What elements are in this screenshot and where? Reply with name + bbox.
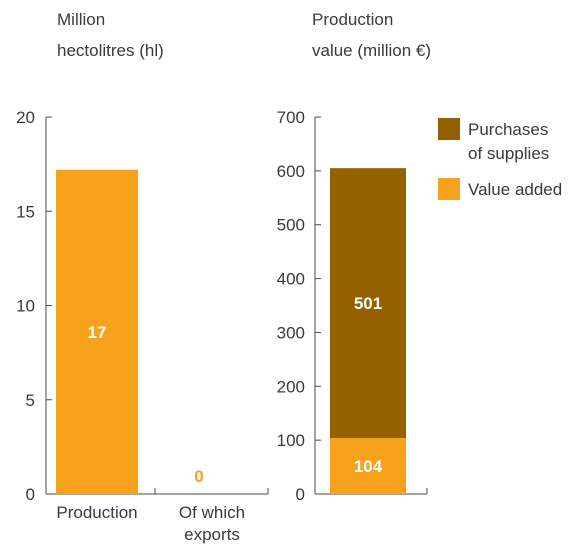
- right-axis-title-line-2: value (million €): [312, 41, 431, 60]
- left-bar-data-label-2: 0: [194, 467, 203, 486]
- left-category-label-1: Production: [56, 503, 137, 522]
- legend: Purchases of supplies Value added: [438, 118, 562, 200]
- left-bar-1: [56, 169, 138, 494]
- left-axis-title-line-2: hectolitres (hl): [57, 41, 164, 60]
- left-category-label-2: Of which: [179, 503, 245, 522]
- production-volume-chart: Million hectolitres (hl) 0 5 10 15 20 17 0 Produc…: [16, 10, 269, 544]
- right-segment-data-label-purchases-of-supplies: 501: [354, 294, 382, 313]
- right-y-tick-label: 100: [277, 431, 305, 450]
- right-stacked-segment-value-added: [330, 437, 406, 494]
- right-y-tick-label: 500: [277, 216, 305, 235]
- left-category-label-2: exports: [184, 525, 240, 544]
- right-y-tick-label: 200: [277, 377, 305, 396]
- legend-label-purchases-of-supplies: of supplies: [468, 144, 549, 163]
- left-axis-title-line-1: Million: [57, 10, 105, 29]
- legend-label-value-added: Value added: [468, 180, 562, 199]
- legend-swatch-value-added: [438, 178, 460, 200]
- right-axis-title-line-1: Production: [312, 10, 393, 29]
- legend-label-purchases-of-supplies: Purchases: [468, 120, 548, 139]
- left-y-tick-label: 10: [16, 297, 35, 316]
- right-y-tick-label: 400: [277, 270, 305, 289]
- left-y-tick-label: 15: [16, 202, 35, 221]
- left-y-tick-label: 5: [26, 391, 35, 410]
- right-stacked-segment-purchases-of-supplies: [330, 168, 406, 438]
- right-y-tick-label: 600: [277, 162, 305, 181]
- production-value-chart: Production value (million €) 0 100 200 300 400…: [277, 10, 431, 504]
- left-y-tick-label: 0: [26, 485, 35, 504]
- right-y-tick-label: 700: [277, 108, 305, 127]
- right-segment-data-label-value-added: 104: [354, 457, 383, 476]
- left-y-tick-label: 20: [16, 108, 35, 127]
- left-bar-data-label-1: 17: [88, 323, 107, 342]
- legend-swatch-purchases-of-supplies: [438, 118, 460, 140]
- right-y-tick-label: 0: [296, 485, 305, 504]
- right-y-tick-label: 300: [277, 323, 305, 342]
